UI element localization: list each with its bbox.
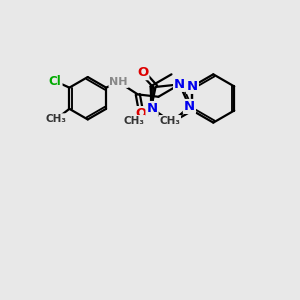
Text: CH₃: CH₃ xyxy=(159,116,180,126)
Text: O: O xyxy=(136,107,147,120)
Text: N: N xyxy=(174,78,185,91)
Text: Cl: Cl xyxy=(49,75,61,88)
Text: N: N xyxy=(145,104,156,117)
Text: CH₃: CH₃ xyxy=(46,114,67,124)
Text: N: N xyxy=(184,100,195,113)
Text: N: N xyxy=(146,102,158,115)
Text: CH₃: CH₃ xyxy=(124,116,145,126)
Text: N: N xyxy=(187,80,198,93)
Text: O: O xyxy=(137,66,148,79)
Text: N: N xyxy=(166,116,177,129)
Text: NH: NH xyxy=(110,77,128,87)
